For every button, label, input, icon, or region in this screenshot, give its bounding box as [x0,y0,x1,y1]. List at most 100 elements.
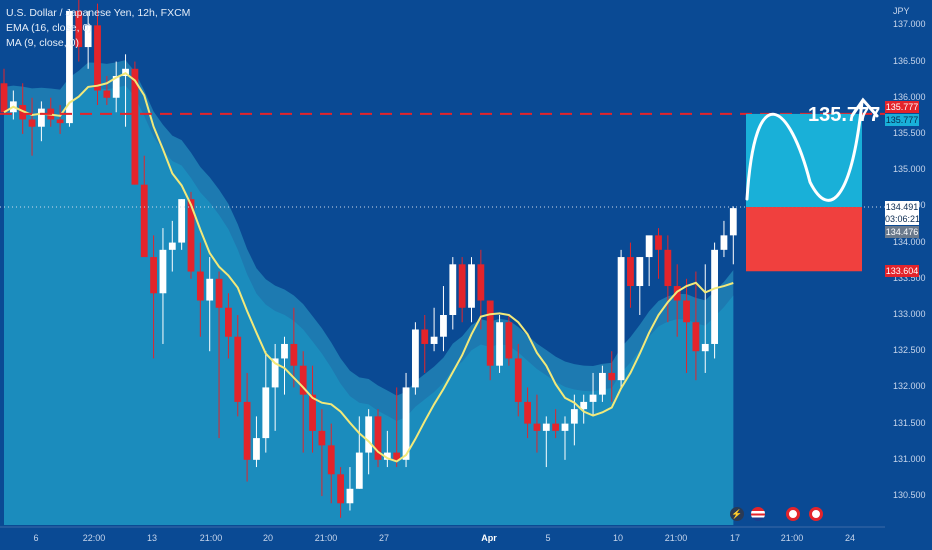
candle-down [234,337,241,402]
price-tick-label: 136.500 [893,56,926,66]
candle-up [702,344,709,351]
candle-up [440,315,447,337]
candle-down [421,329,428,343]
time-tick-label: 21:00 [200,533,223,543]
candle-down [683,301,690,323]
candle-down [627,257,634,286]
candle-up [711,250,718,344]
price-tick-label: 134.000 [893,237,926,247]
candle-up [543,424,550,431]
time-tick-label: 27 [379,533,389,543]
time-tick-label: 10 [613,533,623,543]
price-tick-label: 131.500 [893,418,926,428]
candle-up [431,337,438,344]
stop-zone [746,207,862,271]
ema-legend[interactable]: EMA (16, close, 0) [6,21,190,36]
candle-down [1,83,8,112]
candle-down [487,301,494,366]
candle-down [515,358,522,401]
candle-down [477,264,484,300]
event-marker-icon-2[interactable] [809,507,823,521]
candle-down [655,235,662,249]
candle-up [347,489,354,503]
candle-up [38,109,45,127]
time-tick-label: 21:00 [315,533,338,543]
bar-countdown-badge: 03:06:21 [885,213,919,225]
symbol-title[interactable]: U.S. Dollar / Japanese Yen, 12h, FXCM [6,6,190,21]
candle-down [216,279,223,308]
time-tick-label: 5 [545,533,550,543]
stop-price-badge: 133.604 [885,265,919,277]
candle-down [197,272,204,301]
candle-up [599,373,606,395]
price-tick-label: 132.500 [893,345,926,355]
flash-event-icon[interactable]: ⚡ [730,507,744,521]
candle-down [290,344,297,366]
price-tick-label: 132.000 [893,381,926,391]
time-tick-label: 24 [845,533,855,543]
target-price-label: 135.777 [808,104,880,127]
time-tick-label: 20 [263,533,273,543]
candle-up [571,409,578,423]
candle-up [590,395,597,402]
candle-up [496,322,503,365]
candle-up [356,453,363,489]
candle-up [281,344,288,358]
candle-up [721,235,728,249]
us-flag-icon[interactable] [751,507,765,521]
candle-up [636,257,643,286]
candle-down [57,119,64,123]
candle-up [160,250,167,293]
candle-up [262,387,269,438]
candle-down [693,322,700,351]
ma-value-badge: 134.476 [885,226,919,238]
time-tick-label: 13 [147,533,157,543]
candle-up [730,208,737,235]
candle-down [524,402,531,424]
candle-up [253,438,260,460]
candle-down [506,322,513,358]
candle-down [225,308,232,337]
candle-up [562,424,569,431]
candle-up [449,264,456,315]
ma-legend[interactable]: MA (9, close, 0) [6,36,190,51]
time-tick-label: 22:00 [83,533,106,543]
candle-down [459,264,466,307]
candle-up [178,199,185,242]
time-tick-label: 21:00 [781,533,804,543]
price-tick-label: 135.500 [893,128,926,138]
candle-down [103,91,110,98]
chart-legend: U.S. Dollar / Japanese Yen, 12h, FXCM EM… [6,6,190,51]
candle-down [534,424,541,431]
candle-down [552,424,559,431]
target-price-badge-blue: 135.777 [885,114,919,126]
event-marker-icon[interactable] [786,507,800,521]
price-tick-label: 131.000 [893,454,926,464]
candle-up [618,257,625,380]
candle-down [328,445,335,474]
time-tick-label: 17 [730,533,740,543]
target-price-badge-red: 135.777 [885,101,919,113]
price-tick-label: 137.000 [893,19,926,29]
candle-up [412,329,419,387]
candle-down [141,185,148,257]
candle-up [646,235,653,257]
price-tick-label: 133.000 [893,309,926,319]
candle-up [365,416,372,452]
candle-down [664,250,671,286]
current-price-badge: 134.491 [885,201,919,213]
price-tick-label: 130.500 [893,490,926,500]
time-tick-label: Apr [481,533,497,543]
currency-label: JPY [893,6,910,16]
candle-down [244,402,251,460]
candle-down [608,373,615,380]
candle-down [150,257,157,293]
candle-down [319,431,326,445]
price-tick-label: 135.000 [893,164,926,174]
candle-down [337,474,344,503]
time-tick-label: 6 [33,533,38,543]
candle-up [169,243,176,250]
candle-up [468,264,475,307]
